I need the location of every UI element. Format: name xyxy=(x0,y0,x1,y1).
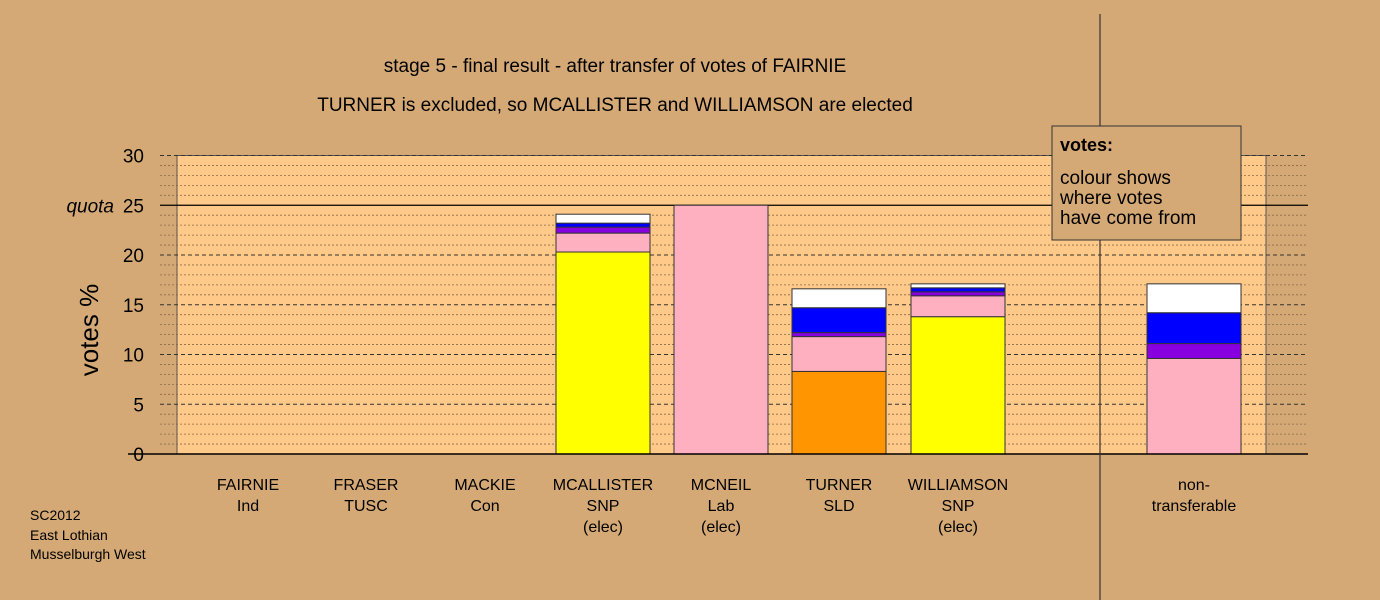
category-label: transferable xyxy=(1152,498,1237,515)
y-axis-label: votes % xyxy=(74,284,104,377)
y-tick-label: 15 xyxy=(123,296,144,317)
bar-segment xyxy=(910,316,1006,455)
y-tick-label: 30 xyxy=(123,147,144,168)
legend: votes: colour shows where votes have com… xyxy=(1051,125,1242,241)
legend-line-2: where votes xyxy=(1059,188,1162,209)
legend-title: votes: xyxy=(1060,135,1113,155)
category-label: TUSC xyxy=(344,498,388,515)
bar-segment xyxy=(910,295,1006,318)
category-label: SLD xyxy=(823,498,854,515)
bar-segment xyxy=(555,232,651,253)
category-label: FAIRNIE xyxy=(217,477,279,494)
category-label: MCALLISTER xyxy=(553,477,653,494)
footer-line-2: East Lothian xyxy=(30,527,108,543)
bar-segment xyxy=(910,283,1006,289)
bar-segment xyxy=(555,251,651,455)
category-label: Ind xyxy=(237,498,259,515)
category-label: MCNEIL xyxy=(691,477,752,494)
category-label: FRASER xyxy=(334,477,399,494)
y-tick-label: 5 xyxy=(133,395,144,416)
bar-segment xyxy=(1146,357,1242,455)
bar-segment xyxy=(1146,283,1242,314)
bar-segment xyxy=(791,288,887,309)
bar-segment xyxy=(673,204,769,455)
category-label: MACKIE xyxy=(454,477,515,494)
category-label: WILLIAMSON xyxy=(908,477,1008,494)
chart-title: stage 5 - final result - after transfer … xyxy=(384,56,847,77)
bar-segment xyxy=(1146,312,1242,345)
bar-segment xyxy=(910,287,1006,293)
bar-segment xyxy=(791,370,887,455)
category-label: TURNER xyxy=(806,477,873,494)
bar-segment xyxy=(791,336,887,372)
y-tick-label: 25 xyxy=(123,196,144,217)
legend-box xyxy=(1051,125,1242,241)
legend-line-3: have come from xyxy=(1060,208,1196,229)
bar-segment xyxy=(555,213,651,224)
y-tick-label: 0 xyxy=(133,445,144,466)
bar-segment xyxy=(555,226,651,234)
bar-segment xyxy=(791,332,887,338)
bar-segment xyxy=(1146,343,1242,359)
footer-line-1: SC2012 xyxy=(30,507,81,523)
footer-line-3: Musselburgh West xyxy=(30,546,146,562)
legend-line-1: colour shows xyxy=(1060,168,1171,189)
category-label: SNP xyxy=(587,498,620,515)
category-label: SNP xyxy=(942,498,975,515)
category-label: (elec) xyxy=(938,519,978,536)
y-tick-label: 10 xyxy=(123,346,144,367)
category-label: Lab xyxy=(708,498,735,515)
category-label: non- xyxy=(1178,477,1210,494)
bar-segment xyxy=(555,222,651,228)
chart-subtitle: TURNER is excluded, so MCALLISTER and WI… xyxy=(317,95,913,116)
category-label: (elec) xyxy=(583,519,623,536)
category-label: Con xyxy=(470,498,499,515)
y-tick-label: 20 xyxy=(123,246,144,267)
quota-label: quota xyxy=(66,196,114,217)
footer: SC2012 East Lothian Musselburgh West xyxy=(30,507,146,562)
bar-segment xyxy=(910,291,1006,297)
bar-segment xyxy=(791,307,887,334)
category-label: (elec) xyxy=(701,519,741,536)
